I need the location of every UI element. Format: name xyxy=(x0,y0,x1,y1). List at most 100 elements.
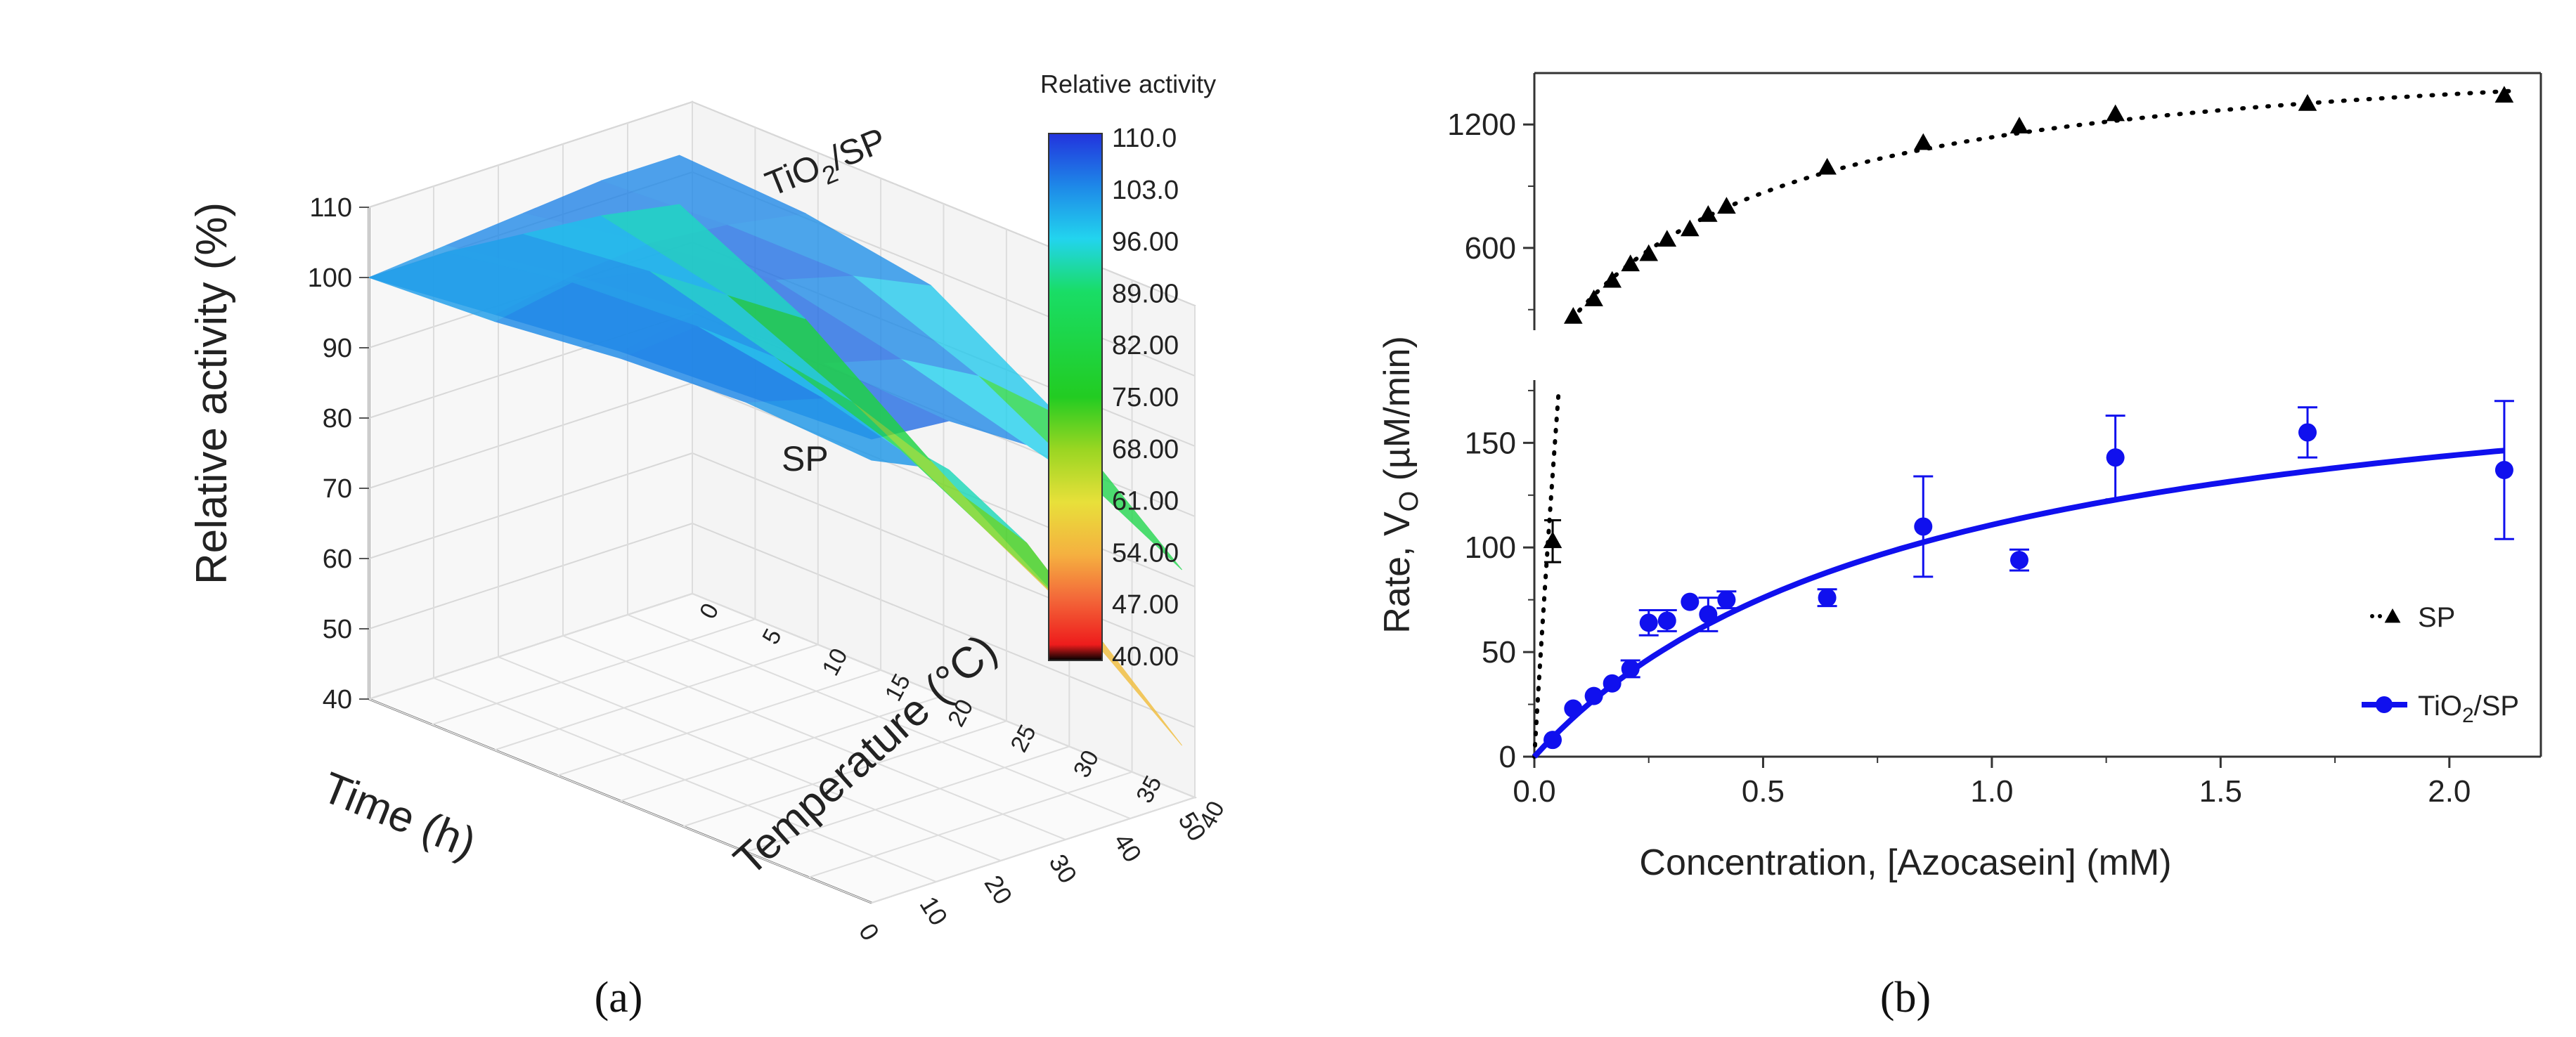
x-tick-label: 1.0 xyxy=(1970,774,2013,809)
legend-tio2-sp-label: TiO2/SP xyxy=(2418,691,2519,727)
panel-b-y-axis-label: Rate, VO (µM/min) xyxy=(1377,336,1424,634)
tio2-sp-data-point xyxy=(1717,590,1736,609)
x-tick-label: 10 xyxy=(914,892,954,931)
surface-sp xyxy=(368,204,1182,746)
sp-data-point xyxy=(1681,219,1700,237)
z-tick-label: 90 xyxy=(323,334,352,363)
series-label-sp: SP xyxy=(782,439,829,478)
x-tick-label: 40 xyxy=(1108,828,1148,868)
colorbar-ticks: 110.0 103.0 96.00 89.00 82.00 75.00 68.00 61.00… xyxy=(1112,124,1179,672)
z-tick-label: 70 xyxy=(323,474,352,504)
colorbar-tick-label: 110.0 xyxy=(1112,124,1177,153)
sp-data-point xyxy=(2494,86,2514,103)
panel-b-legend: SP TiO2/SP xyxy=(2362,602,2519,727)
x-tick-label: 30 xyxy=(1044,849,1083,889)
lower-y-tick-label: 0 xyxy=(1499,740,1516,774)
colorbar-tick-label: 61.00 xyxy=(1112,487,1179,516)
tio2-sp-data-point xyxy=(1914,517,1933,536)
sp-data-point xyxy=(2009,117,2029,133)
legend-sp-dot xyxy=(2378,614,2382,618)
tio2-sp-fit-curve xyxy=(1532,448,2505,759)
panel-b-axes xyxy=(1533,72,2542,758)
lower-y-tick-label: 150 xyxy=(1465,426,1516,460)
tio2-sp-data-point xyxy=(1657,611,1676,630)
z-tick-label: 100 xyxy=(308,263,352,293)
series-label-tio2-sp: TiO2/SP xyxy=(760,120,894,211)
tio2-sp-data-point xyxy=(1543,731,1562,750)
tio2-sp-data-point xyxy=(2106,448,2125,467)
sp-data-point xyxy=(1584,289,1603,306)
z-tick-label: 60 xyxy=(323,544,352,574)
colorbar-tick-label: 96.00 xyxy=(1112,228,1179,257)
panel-a-surfaces xyxy=(368,155,1182,746)
z-tick-label: 110 xyxy=(309,193,352,223)
gridline-y xyxy=(871,306,1196,904)
upper-y-tick-label: 600 xyxy=(1465,231,1516,266)
sp-data-point xyxy=(1699,205,1718,222)
panel-b-kinetics-chart: 0.0 0.5 1.0 1.5 2.0 0 50 100 150 600 1200 SP TiO2/S… xyxy=(1377,72,2542,1022)
upper-y-tick-label: 1200 xyxy=(1447,107,1516,142)
tio2-sp-data-point xyxy=(2009,551,2028,570)
colorbar-tick-label: 103.0 xyxy=(1112,176,1179,205)
tio2-sp-data-point xyxy=(1699,605,1718,624)
sp-data-point xyxy=(1639,244,1658,261)
sp-data-point xyxy=(1564,307,1583,324)
colorbar-tick-label: 40.00 xyxy=(1112,642,1179,672)
colorbar-tick-label: 89.00 xyxy=(1112,279,1179,308)
colorbar-title: Relative activity xyxy=(1040,70,1216,98)
legend-sp-label: SP xyxy=(2418,602,2455,633)
panel-a-label: (a) xyxy=(595,974,643,1022)
sp-data-point xyxy=(1818,157,1837,175)
sp-fit-curve-upper xyxy=(1569,89,2516,322)
z-tick-label: 80 xyxy=(323,404,352,433)
sp-data-point xyxy=(1717,197,1736,214)
sp-data-point xyxy=(2298,93,2317,111)
tio2-sp-data-point xyxy=(1818,588,1837,607)
colorbar-tick-label: 68.00 xyxy=(1112,435,1179,464)
x-axis-label: Time (h) xyxy=(316,763,483,868)
legend-tio2-sp-marker xyxy=(2376,696,2393,713)
z-axis-label: Relative activity (%) xyxy=(188,202,236,585)
tio2-sp-data-point xyxy=(1621,659,1640,678)
colorbar-tick-label: 54.00 xyxy=(1112,538,1179,568)
tio2-sp-data-point xyxy=(1681,592,1700,611)
x-tick-label: 2.0 xyxy=(2428,774,2471,809)
panel-b-x-axis-label: Concentration, [Azocasein] (mM) xyxy=(1639,842,2171,883)
x-tick-label: 20 xyxy=(979,870,1018,910)
gridline-y xyxy=(808,280,1133,878)
x-tick-label: 0 xyxy=(853,918,885,946)
tio2-sp-data-point xyxy=(1564,699,1583,718)
z-tick-label: 50 xyxy=(323,615,352,644)
z-tick-label: 40 xyxy=(323,685,352,715)
sp-data-point xyxy=(1914,133,1933,150)
sp-data-point xyxy=(2106,104,2125,122)
colorbar xyxy=(1048,133,1103,661)
surface-patch xyxy=(600,204,805,319)
x-tick-label: 0.0 xyxy=(1513,774,1555,809)
tio2-sp-data-point xyxy=(1584,686,1603,705)
tio2-sp-data-point xyxy=(1603,674,1622,693)
sp-data-point xyxy=(1657,230,1677,247)
panel-a-z-ticks: 40 50 60 70 80 90 100 110 xyxy=(308,193,369,715)
panel-b-label: (b) xyxy=(1880,974,1931,1022)
x-tick-label: 1.5 xyxy=(2199,774,2242,809)
panel-b-fit-lines xyxy=(1532,89,2516,759)
sp-data-point xyxy=(1543,531,1562,549)
lower-y-tick-label: 100 xyxy=(1465,530,1516,565)
sp-data-point xyxy=(1621,254,1640,272)
panel-b-ticks: 0.0 0.5 1.0 1.5 2.0 0 50 100 150 600 1200 xyxy=(1447,107,2471,809)
colorbar-tick-label: 47.00 xyxy=(1112,590,1179,620)
tio2-sp-data-point xyxy=(1639,613,1658,632)
x-tick-label: 0.5 xyxy=(1742,774,1785,809)
colorbar-tick-label: 75.00 xyxy=(1112,383,1179,412)
legend-sp-marker xyxy=(2384,608,2401,623)
lower-y-tick-label: 50 xyxy=(1482,635,1516,670)
panel-b-data-points xyxy=(1543,86,2514,750)
colorbar-tick-label: 82.00 xyxy=(1112,331,1179,360)
tio2-sp-data-point xyxy=(2298,423,2317,442)
tio2-sp-data-point xyxy=(2494,461,2513,480)
sp-fit-curve-lower xyxy=(1532,384,1562,759)
legend-sp-dot xyxy=(2370,614,2374,618)
